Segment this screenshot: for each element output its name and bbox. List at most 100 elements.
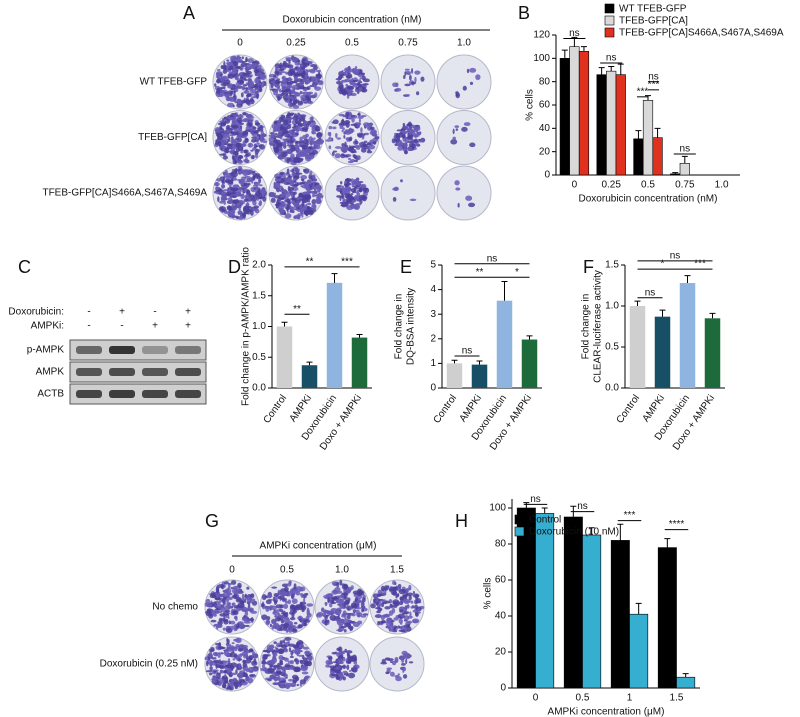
colony	[250, 149, 254, 152]
colony	[295, 586, 303, 592]
colony	[230, 171, 238, 178]
y-tick-label: 1.0	[605, 301, 619, 312]
x-tick-label: Control	[262, 393, 290, 426]
colony	[299, 86, 307, 89]
colony	[309, 170, 313, 176]
colony	[268, 141, 275, 146]
colony	[267, 668, 275, 674]
colony	[261, 84, 264, 88]
colony	[305, 58, 309, 63]
colony	[350, 188, 357, 193]
row-label: Doxorubicin (0.25 nM)	[100, 659, 198, 670]
colony	[300, 178, 305, 182]
colony	[373, 141, 377, 145]
colony	[249, 82, 255, 88]
colony	[303, 593, 307, 599]
colony	[308, 154, 315, 160]
significance-label: ns	[569, 28, 580, 39]
colony	[221, 179, 225, 184]
colony	[236, 137, 242, 143]
colony	[405, 70, 412, 74]
colony	[339, 603, 345, 609]
colony	[336, 669, 341, 674]
colony	[222, 200, 226, 203]
colony	[412, 133, 419, 138]
colony	[282, 590, 289, 596]
bar	[446, 363, 463, 388]
colony	[218, 140, 222, 147]
plate	[436, 54, 492, 110]
y-axis-label: % cells	[483, 578, 494, 610]
colony	[393, 617, 400, 621]
colony	[420, 76, 425, 82]
colony	[224, 116, 227, 120]
colony	[298, 83, 303, 87]
column-label: 1.0	[457, 38, 471, 49]
colony	[397, 583, 402, 590]
colony	[247, 92, 252, 96]
colony	[353, 159, 359, 163]
x-tick-label: AMPKi	[458, 393, 485, 424]
colony	[272, 129, 276, 133]
colony	[223, 670, 228, 674]
colony	[250, 210, 254, 216]
colony	[238, 215, 244, 220]
colony	[241, 176, 247, 181]
colony	[359, 77, 362, 80]
colony	[355, 145, 361, 150]
colony	[242, 679, 246, 683]
colony	[269, 664, 274, 668]
colony	[242, 185, 248, 189]
colony	[258, 144, 263, 148]
colony	[222, 69, 228, 74]
colony	[288, 647, 292, 652]
significance-label: ns	[680, 144, 691, 155]
colony	[273, 74, 277, 78]
colony	[356, 599, 362, 602]
colony	[346, 614, 351, 620]
colony	[255, 187, 259, 191]
panel-letter: G	[205, 511, 219, 531]
colony	[276, 142, 284, 148]
colony	[242, 117, 249, 122]
colony	[340, 119, 345, 124]
colony	[397, 145, 404, 151]
row-label: No chemo	[152, 602, 198, 613]
colony	[253, 68, 260, 74]
panel-title: Doxorubicin concentration (nM)	[283, 15, 422, 26]
colony	[232, 152, 239, 156]
colony	[224, 143, 231, 146]
colony	[267, 606, 272, 609]
colony	[279, 171, 286, 175]
error-bar	[561, 49, 568, 59]
colony	[347, 195, 354, 201]
bar	[679, 283, 696, 388]
colony	[268, 191, 276, 198]
colony	[409, 198, 417, 202]
colony	[281, 76, 285, 80]
colony	[293, 583, 297, 589]
colony	[303, 661, 310, 667]
significance-label: ns	[530, 494, 541, 505]
legend-label: WT TFEB-GFP	[619, 4, 687, 15]
colony	[407, 615, 413, 619]
colony	[238, 658, 243, 661]
colony	[291, 674, 299, 680]
colony	[277, 195, 281, 199]
colony	[222, 155, 228, 160]
colony	[350, 123, 358, 126]
colony	[404, 71, 407, 76]
colony	[338, 123, 346, 126]
bar	[642, 100, 654, 176]
colony	[304, 121, 310, 124]
colony	[219, 646, 226, 650]
colony	[288, 186, 294, 191]
colony	[415, 611, 419, 617]
colony	[229, 116, 236, 121]
colony	[302, 78, 305, 83]
colony	[214, 677, 217, 681]
colony	[284, 637, 292, 641]
band-label: ACTB	[37, 389, 64, 400]
colony	[249, 97, 254, 103]
colony	[475, 74, 481, 81]
